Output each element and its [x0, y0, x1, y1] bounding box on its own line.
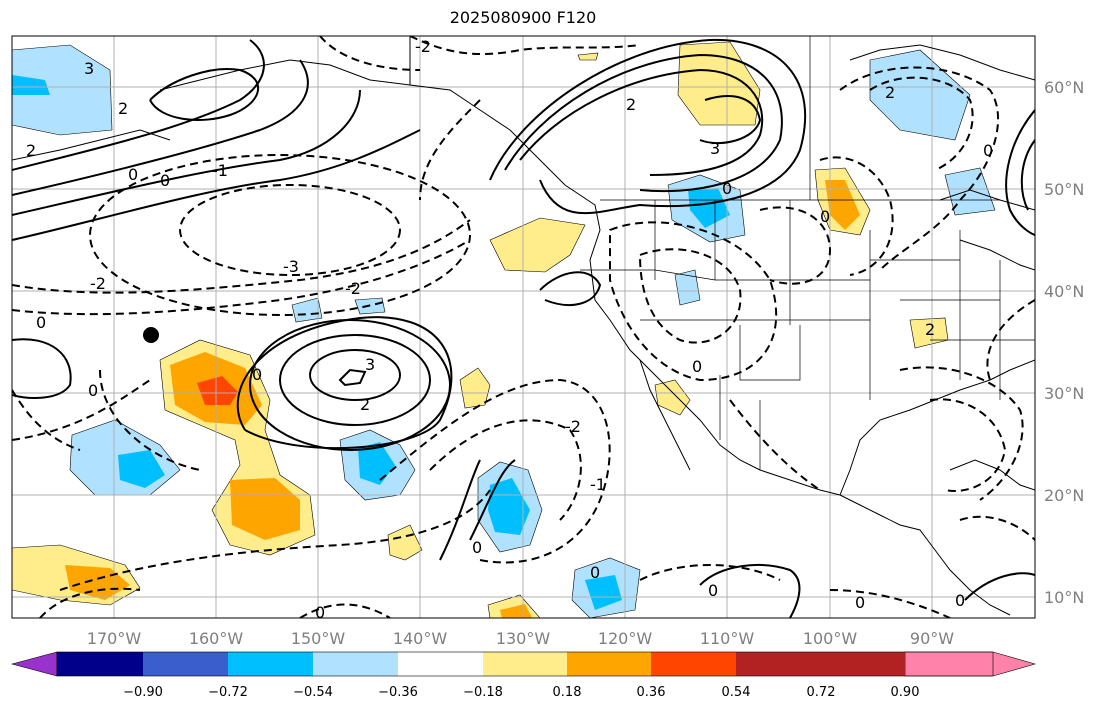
colorbar-ticks: −0.90 −0.72 −0.54 −0.36 −0.18 0.18 0.36 … — [123, 685, 919, 700]
colorbar-tick: 0.18 — [553, 685, 582, 700]
map-title: 2025080900 F120 — [449, 8, 597, 27]
lat-label: 40°N — [1044, 282, 1084, 301]
contour-label: 0 — [128, 165, 138, 184]
contour-label: 0 — [855, 593, 865, 612]
colorbar-segment — [228, 652, 313, 676]
contour-label: 2 — [26, 141, 36, 160]
colorbar-segment — [736, 652, 821, 676]
lon-label: 140°W — [393, 629, 448, 648]
colorbar-segment — [567, 652, 651, 676]
contour-label: 0 — [472, 538, 482, 557]
contour-label: 2 — [360, 395, 370, 414]
contour-label: 0 — [722, 179, 732, 198]
map-frame — [11, 35, 1036, 619]
contour-labels: 3 2 2 0 0 -1 -3 -2 -2 0 3 2 0 0 -2 -1 0 … — [26, 37, 993, 622]
colorbar-segment — [821, 652, 905, 676]
colorbar-segment — [651, 652, 736, 676]
contour-label: 3 — [365, 355, 375, 374]
contour-label: 2 — [118, 99, 128, 118]
contour-label: -1 — [212, 161, 228, 180]
lat-label: 20°N — [1044, 486, 1084, 505]
shaded-fields — [12, 41, 996, 618]
lat-label: 10°N — [1044, 588, 1084, 607]
storm-marker — [143, 327, 159, 343]
lon-label: 130°W — [496, 629, 551, 648]
contour-label: 0 — [315, 603, 325, 622]
lat-label: 30°N — [1044, 384, 1084, 403]
contours-solid — [12, 38, 1035, 618]
contour-label: 2 — [925, 320, 935, 339]
lon-label: 90°W — [910, 629, 954, 648]
longitude-labels: 170°W 160°W 150°W 140°W 130°W 120°W 110°… — [87, 629, 954, 648]
colorbar-tick: −0.72 — [208, 685, 248, 700]
lon-label: 150°W — [291, 629, 346, 648]
lat-label: 50°N — [1044, 180, 1084, 199]
contour-label: 0 — [252, 365, 262, 384]
contour-label: -2 — [345, 279, 361, 298]
contour-label: -2 — [415, 37, 431, 56]
colorbar-tick: −0.54 — [293, 685, 333, 700]
lon-label: 110°W — [700, 629, 755, 648]
colorbar-tick: −0.36 — [378, 685, 418, 700]
lon-label: 170°W — [87, 629, 142, 648]
colorbar-tick: 0.54 — [722, 685, 751, 700]
colorbar-tick: −0.18 — [463, 685, 503, 700]
contour-label: 0 — [692, 357, 702, 376]
contour-label: 3 — [84, 59, 94, 78]
contour-label: -2 — [565, 417, 581, 436]
state-borders — [580, 36, 1035, 470]
colorbar-tick: 0.36 — [637, 685, 666, 700]
colorbar-tick: −0.90 — [123, 685, 163, 700]
colorbar-segment — [483, 652, 567, 676]
contour-label: 3 — [710, 139, 720, 158]
colorbar-segment — [143, 652, 228, 676]
lat-label: 60°N — [1044, 78, 1084, 97]
graticule — [12, 36, 1035, 618]
colorbar-segment — [313, 652, 398, 676]
latitude-labels: 60°N 50°N 40°N 30°N 20°N 10°N — [1044, 78, 1084, 607]
lon-label: 120°W — [598, 629, 653, 648]
colorbar: −0.90 −0.72 −0.54 −0.36 −0.18 0.18 0.36 … — [10, 651, 1037, 700]
contour-label: 0 — [36, 313, 46, 332]
colorbar-segment — [57, 652, 143, 676]
contour-label: 0 — [590, 563, 600, 582]
colorbar-tick: 0.90 — [891, 685, 920, 700]
contour-label: 0 — [708, 581, 718, 600]
lon-label: 160°W — [189, 629, 244, 648]
contour-label: 0 — [88, 381, 98, 400]
contour-label: 2 — [626, 95, 636, 114]
map-content: 3 2 2 0 0 -1 -3 -2 -2 0 3 2 0 0 -2 -1 0 … — [12, 36, 1035, 622]
colorbar-segment — [398, 652, 483, 676]
coastlines — [12, 36, 1035, 616]
colorbar-extend-left — [10, 651, 58, 677]
contour-label: 0 — [160, 171, 170, 190]
colorbar-tick: 0.72 — [807, 685, 836, 700]
contour-label: -2 — [90, 274, 106, 293]
contours-dashed — [12, 36, 1035, 618]
contour-label: -1 — [590, 475, 606, 494]
contour-label: -3 — [283, 257, 299, 276]
contour-label: 2 — [885, 83, 895, 102]
colorbar-extend-right — [904, 651, 1037, 677]
contour-label: 0 — [820, 207, 830, 226]
contour-label: 0 — [983, 141, 993, 160]
lon-label: 100°W — [803, 629, 858, 648]
contour-label: 0 — [955, 591, 965, 610]
